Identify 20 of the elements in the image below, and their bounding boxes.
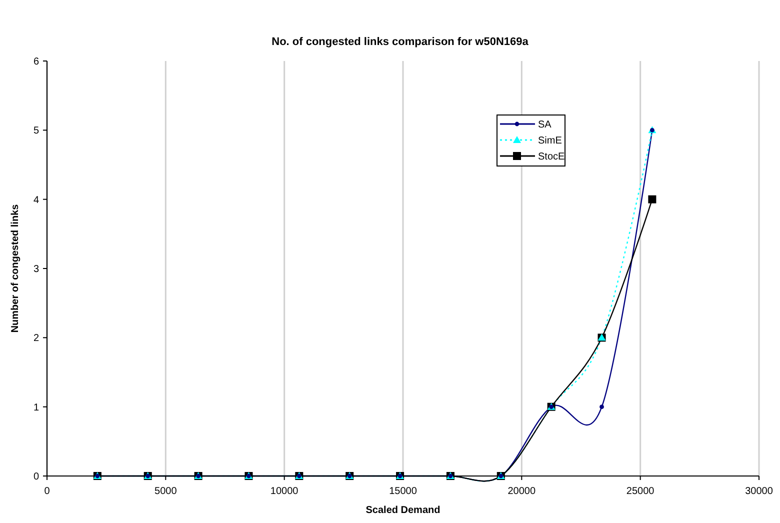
y-axis-title: Number of congested links bbox=[10, 204, 21, 333]
y-tick-label: 0 bbox=[33, 472, 40, 482]
x-axis-title: Scaled Demand bbox=[366, 505, 440, 516]
x-tick-label: 10000 bbox=[270, 486, 299, 497]
x-tick-label: 5000 bbox=[154, 486, 178, 497]
x-tick-label: 0 bbox=[44, 486, 50, 497]
y-tick-label: 4 bbox=[33, 194, 40, 206]
legend-label: SimE bbox=[538, 136, 562, 146]
y-tick-label: 3 bbox=[33, 264, 40, 275]
x-tick-label: 20000 bbox=[508, 486, 536, 497]
chart-title: No. of congested links comparison for w50N169a bbox=[272, 36, 530, 48]
x-tick-label: 25000 bbox=[626, 486, 655, 497]
legend-label: StocE bbox=[538, 152, 566, 162]
y-tick-label: 2 bbox=[33, 333, 40, 344]
legend-label: SA bbox=[538, 120, 552, 130]
y-tick-label: 5 bbox=[33, 126, 40, 137]
y-tick-label: 6 bbox=[33, 56, 40, 68]
x-tick-label: 15000 bbox=[389, 486, 418, 497]
x-tick-label: 30000 bbox=[745, 486, 774, 497]
y-tick-label: 1 bbox=[33, 402, 40, 414]
